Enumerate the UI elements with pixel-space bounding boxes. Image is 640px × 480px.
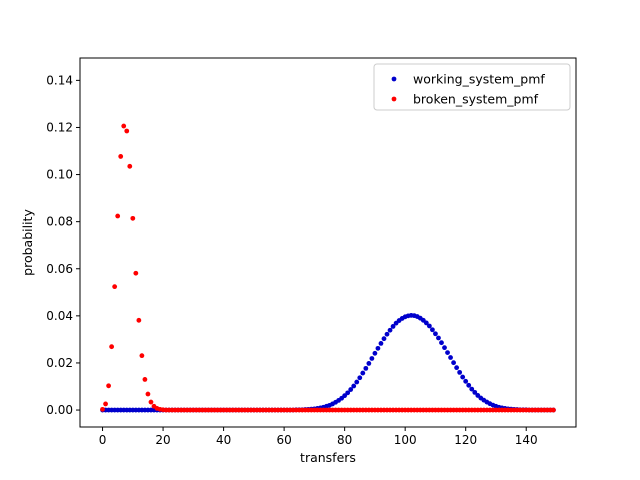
data-point: [351, 383, 357, 389]
legend-box: [373, 63, 571, 111]
data-point: [100, 406, 105, 412]
data-point: [130, 215, 136, 221]
axes: 0 20 40 60 80 100 120 140 0.000.020.040.060.080…: [20, 57, 577, 465]
data-point: [145, 391, 151, 397]
x-tick-label: 20: [155, 433, 170, 447]
legend-item: working_system_pmf: [391, 72, 545, 87]
data-point: [360, 370, 366, 376]
data-point: [457, 369, 463, 375]
plot-background: [80, 58, 576, 427]
data-point: [369, 356, 375, 361]
x-tick-label: 80: [337, 433, 352, 447]
x-tick-label: 40: [216, 433, 231, 447]
data-point: [433, 331, 438, 337]
data-point: [466, 382, 472, 388]
data-point: [460, 374, 466, 380]
y-tick-label: 0.06: [46, 262, 73, 276]
y-tick-label: 0.08: [46, 215, 73, 229]
y-tick-label: 0.02: [46, 356, 73, 370]
y-tick-label: 0.04: [46, 309, 73, 323]
data-point: [112, 284, 118, 290]
data-point: [469, 386, 475, 392]
x-tick-label: 0: [99, 433, 107, 447]
data-point: [354, 379, 360, 385]
data-point: [103, 401, 108, 407]
data-point: [430, 327, 435, 333]
x-tick-label: 100: [394, 433, 417, 447]
y-axis-label: probability: [20, 209, 35, 276]
legend-item: broken_system_pmf: [391, 92, 539, 107]
plot-area: [80, 58, 576, 427]
legend-marker: [391, 96, 397, 102]
data-point: [121, 123, 127, 129]
x-tick-label: 60: [276, 433, 291, 447]
x-axis-label: transfers: [300, 450, 356, 465]
data-point: [345, 390, 351, 396]
data-point: [445, 350, 450, 355]
data-point: [372, 350, 378, 356]
data-point: [142, 377, 148, 382]
data-point: [390, 324, 396, 329]
series-broken_system_pmf: [100, 123, 556, 413]
data-point: [384, 331, 390, 337]
x-tick-label: 140: [515, 433, 538, 447]
data-point: [454, 365, 460, 371]
data-point: [342, 393, 348, 399]
data-point: [357, 375, 363, 381]
y-axis-ticks: 0.00 0.02 0.04 0.06 0.08 0.10 0.12 0.14: [46, 73, 80, 417]
data-point: [115, 213, 121, 219]
data-point: [463, 378, 469, 384]
legend: working_system_pmf broken_system_pmf: [373, 63, 571, 111]
axes-frame: [79, 57, 577, 428]
y-tick-label: 0.14: [46, 73, 73, 87]
y-tick-label: 0.00: [46, 403, 73, 417]
data-point: [436, 335, 441, 341]
data-point: [348, 387, 354, 392]
data-point: [133, 270, 139, 276]
data-point: [451, 360, 456, 366]
data-point: [423, 320, 429, 326]
data-point: [472, 389, 478, 395]
data-points: [100, 123, 556, 413]
data-point: [139, 353, 145, 359]
y-tick-label: 0.12: [46, 120, 73, 134]
legend-label: working_system_pmf: [413, 72, 545, 87]
legend-marker: [391, 76, 397, 82]
data-point: [106, 383, 111, 389]
data-point: [387, 327, 393, 333]
data-point: [363, 365, 369, 371]
data-point: [124, 128, 130, 134]
data-point: [426, 323, 432, 329]
data-point: [439, 340, 444, 346]
data-point: [148, 399, 154, 405]
y-tick-label: 0.10: [46, 168, 73, 182]
data-point: [551, 407, 556, 413]
data-point: [448, 355, 453, 360]
legend-label: broken_system_pmf: [413, 92, 539, 107]
x-axis-ticks: 0 20 40 60 80 100 120 140: [99, 427, 538, 447]
data-point: [109, 344, 115, 350]
data-point: [136, 317, 142, 323]
data-point: [366, 361, 372, 366]
data-point: [375, 345, 381, 351]
data-point: [381, 336, 387, 342]
data-point: [118, 154, 124, 159]
data-point: [378, 341, 384, 346]
x-tick-label: 120: [454, 433, 477, 447]
data-point: [442, 345, 447, 351]
data-point: [127, 163, 133, 169]
